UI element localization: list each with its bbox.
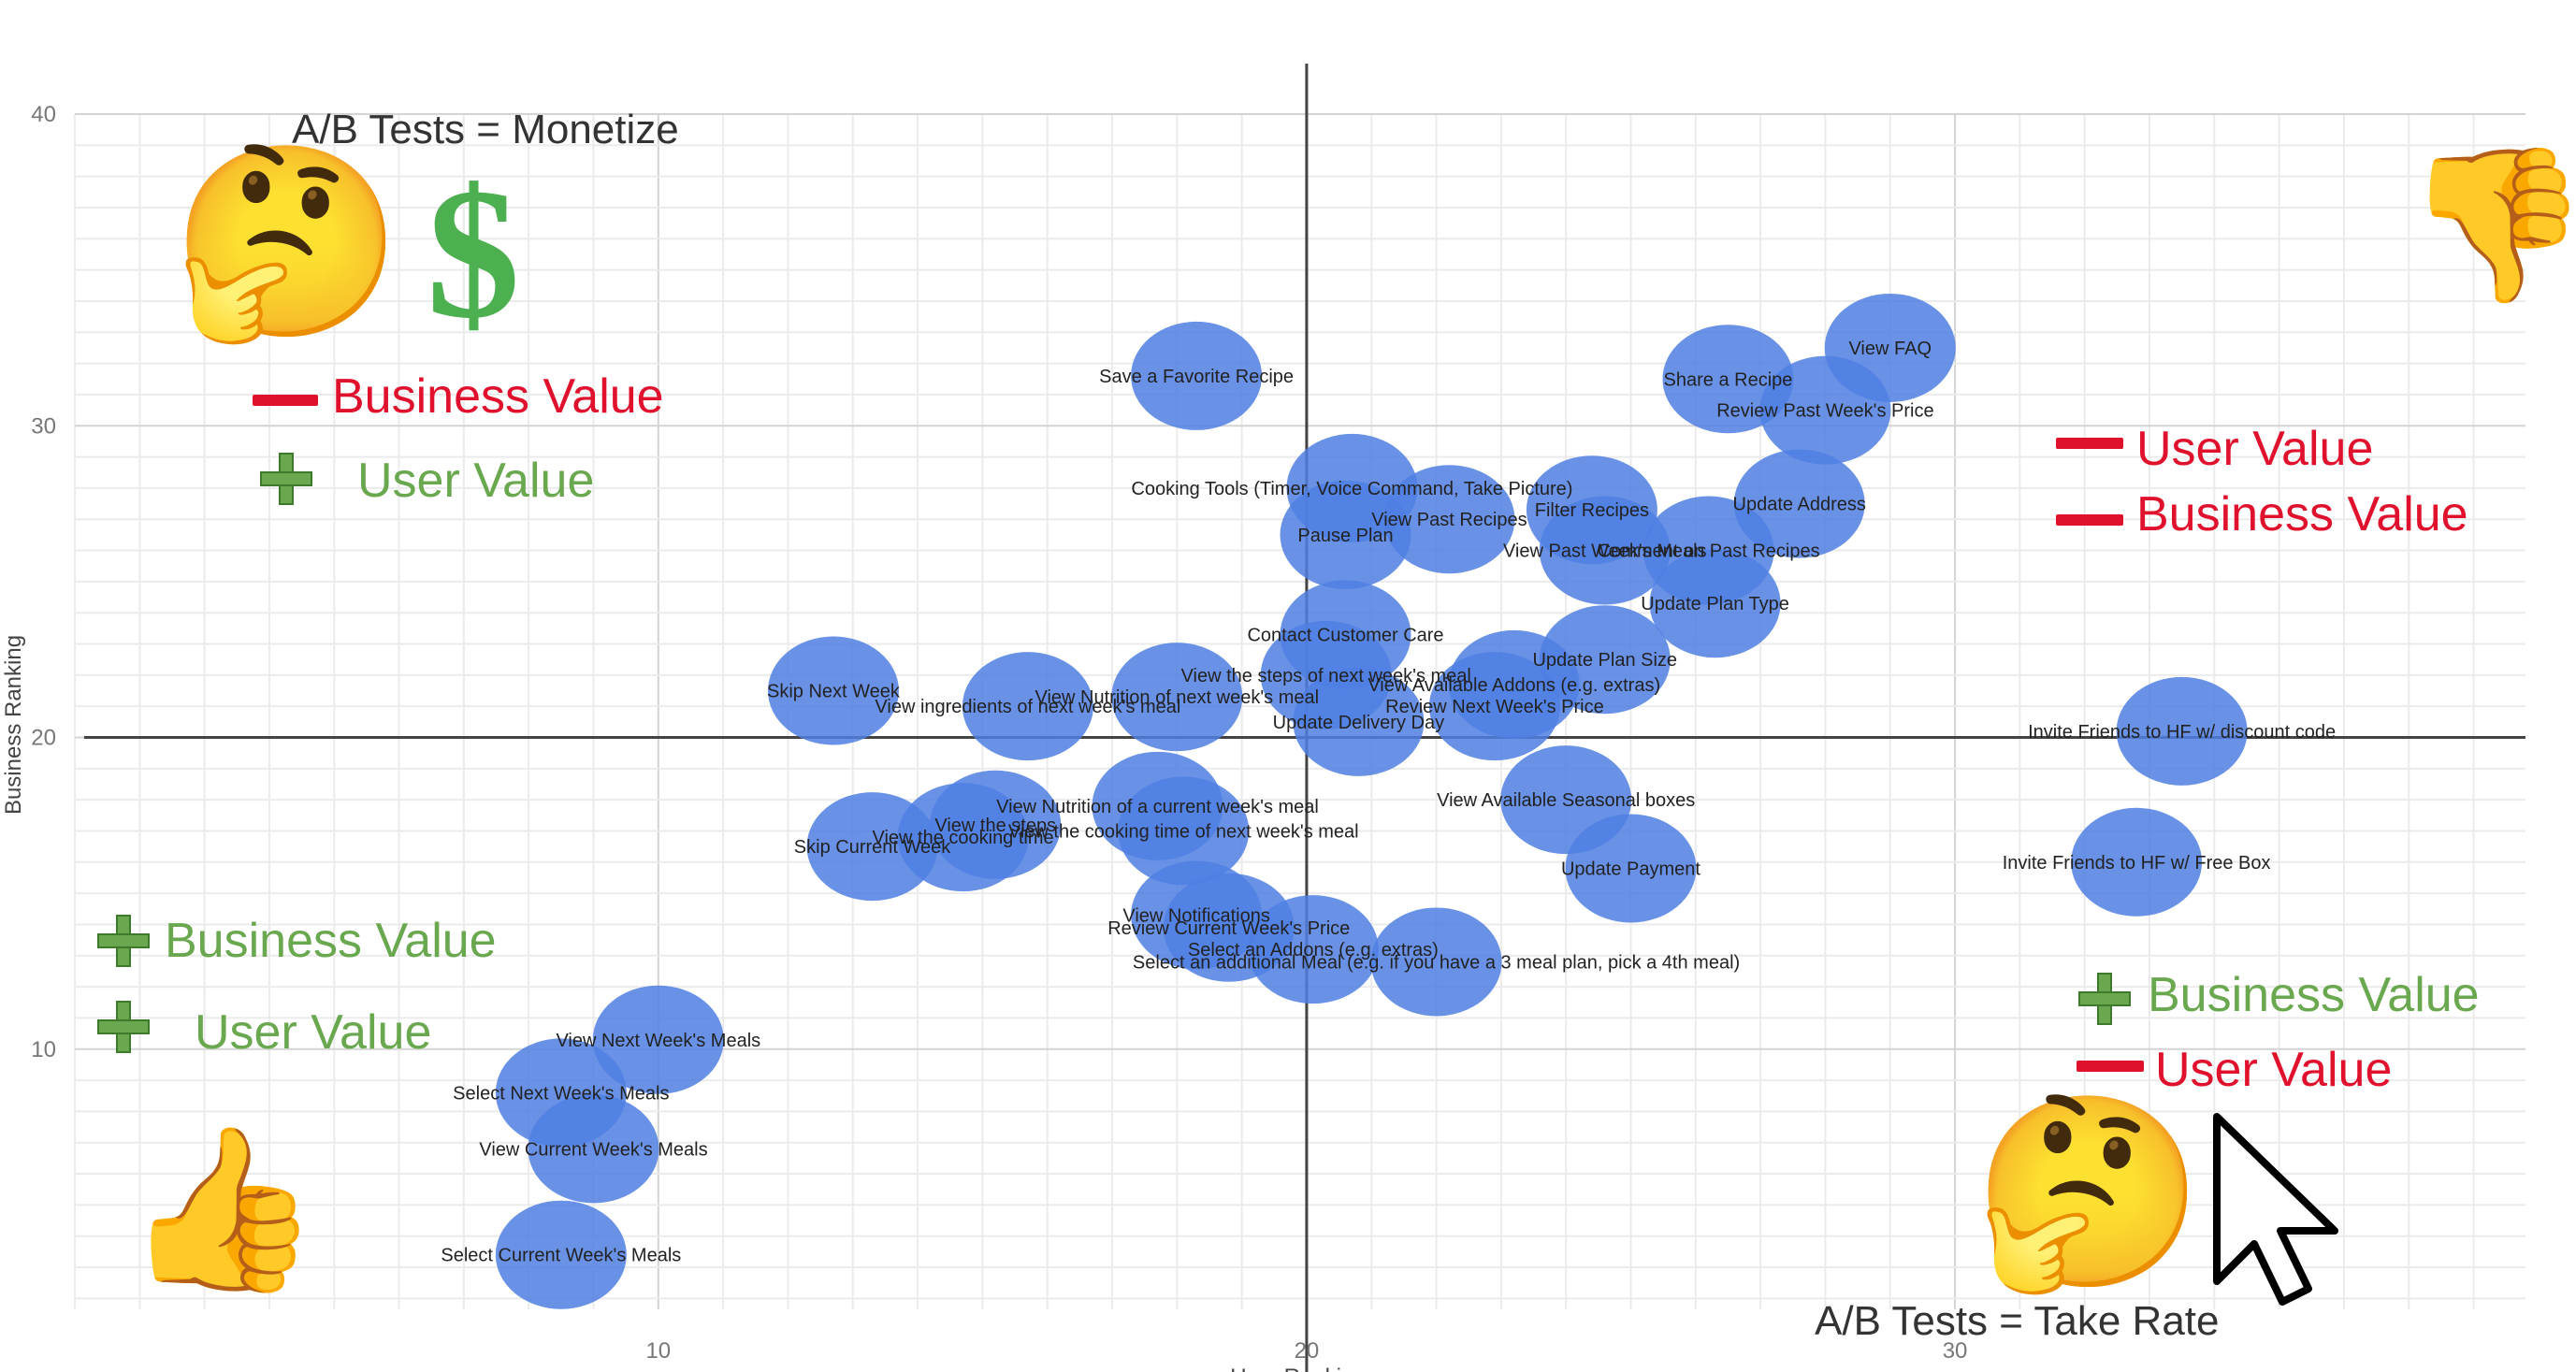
point-label: View FAQ (1848, 339, 1932, 359)
thinking-face-icon: 🤔 (170, 134, 404, 352)
point-label: Filter Recipes (1535, 500, 1649, 521)
x-tick-label: 10 (645, 1338, 671, 1364)
point-label: Save a Favorite Recipe (1099, 367, 1294, 387)
data-point (1370, 907, 1502, 1017)
y-axis-title: Business Ranking (1, 635, 26, 815)
point-label: View Nutrition of next week's meal (1035, 687, 1320, 708)
data-point (767, 636, 899, 745)
y-tick-label: 40 (31, 102, 56, 127)
minus-icon (2056, 514, 2123, 526)
data-point (1131, 321, 1263, 430)
point-labels: View FAQ Share a Recipe Review Past Week's… (441, 339, 2336, 1266)
plus-icon (97, 1001, 150, 1053)
point-label: Select Next Week's Meals (453, 1083, 669, 1104)
bottom-right-user-value: User Value (2155, 1043, 2393, 1097)
point-label: Select an Addons (e.g. extras) (1188, 940, 1439, 960)
top-right-user-value: User Value (2136, 422, 2374, 476)
bottom-right-title: A/B Tests = Take Rate (1815, 1298, 2220, 1344)
data-point (1759, 355, 1891, 465)
plus-icon (2078, 973, 2131, 1025)
data-point (1293, 667, 1425, 776)
data-point (1539, 496, 1671, 605)
y-tick-label: 20 (31, 726, 56, 751)
top-left-business-value: Business Value (332, 369, 664, 424)
bottom-left-user-value: User Value (195, 1005, 432, 1060)
minus-icon (253, 395, 318, 406)
point-label: Contact Customer Care (1247, 626, 1443, 646)
minus-icon (2056, 438, 2123, 449)
point-label: View the steps of next week's meal (1181, 666, 1471, 686)
top-right-business-value: Business Value (2136, 487, 2468, 542)
data-point (1111, 643, 1243, 752)
top-left-title: A/B Tests = Monetize (292, 107, 679, 152)
x-axis-title: User Ranking (1230, 1365, 1366, 1372)
data-point (1118, 776, 1250, 886)
arrow-cursor-icon (2213, 1113, 2338, 1306)
thinking-face-icon: 🤔 (1972, 1084, 2206, 1302)
data-point (1649, 549, 1781, 658)
point-label: Review Next Week's Price (1385, 697, 1604, 717)
y-tick-label: 10 (31, 1037, 56, 1062)
axis-ticks: 10 20 30 40 10 20 30 (31, 102, 1967, 1364)
point-label: Update Plan Type (1641, 594, 1789, 614)
data-point (528, 1094, 659, 1204)
bottom-right-business-value: Business Value (2148, 968, 2480, 1022)
point-label: Cooking Tools (Timer, Voice Command, Tak… (1131, 479, 1572, 499)
data-point (1280, 480, 1411, 589)
bottom-left-business-value: Business Value (165, 914, 497, 968)
point-label: View the cooking time (872, 828, 1053, 848)
point-label: View Past Recipes (1371, 510, 1527, 530)
point-label: View Available Seasonal boxes (1437, 790, 1695, 811)
point-label: Comment on Past Recipes (1598, 542, 1820, 562)
point-label: Skip Next Week (767, 682, 901, 702)
data-point (1247, 895, 1379, 1004)
minus-icon (2077, 1061, 2144, 1072)
point-label: Invite Friends to HF w/ Free Box (2003, 853, 2271, 874)
data-point (1383, 465, 1515, 574)
point-label: Update Payment (1561, 859, 1700, 879)
point-label: Review Past Week's Price (1716, 401, 1933, 422)
point-label: Pause Plan (1297, 526, 1393, 546)
data-point (1565, 814, 1697, 923)
thumbs-down-icon: 👎 (2404, 137, 2576, 311)
data-point (962, 652, 1093, 761)
point-label: View the steps (934, 816, 1056, 836)
data-point (2116, 676, 2248, 786)
x-tick-label: 20 (1295, 1338, 1320, 1364)
plus-icon (97, 915, 150, 967)
dollar-sign-icon: $ (427, 151, 520, 357)
top-left-user-value: User Value (357, 454, 595, 508)
data-point (592, 985, 724, 1094)
point-label: Share a Recipe (1664, 369, 1793, 390)
point-label: Update Address (1733, 495, 1866, 515)
x-tick-label: 30 (1943, 1338, 1968, 1364)
data-point (1428, 652, 1560, 761)
point-label: Skip Current Week (794, 837, 951, 858)
thumbs-up-icon: 👍 (123, 1117, 322, 1302)
point-label: View Notifications (1122, 905, 1269, 926)
point-label: Select Current Week's Meals (441, 1246, 681, 1266)
point-label: View Current Week's Meals (479, 1139, 707, 1160)
point-label: Update Delivery Day (1273, 713, 1444, 733)
point-label: View the cooking time of next week's mea… (1008, 821, 1359, 842)
point-label: Invite Friends to HF w/ discount code (2028, 722, 2336, 743)
point-label: Update Plan Size (1532, 650, 1677, 671)
point-label: View Nutrition of a current week's meal (996, 797, 1319, 817)
point-label: View Past Week's Meals (1503, 542, 1707, 562)
point-label: View Next Week's Meals (556, 1031, 760, 1051)
data-point (495, 1200, 627, 1309)
point-label: View Available Addons (e.g. extras) (1368, 675, 1660, 696)
data-point (2071, 807, 2203, 917)
point-label: Review Current Week's Price (1107, 918, 1350, 939)
plus-icon (260, 453, 312, 505)
point-label: View ingredients of next week's meal (875, 697, 1180, 717)
y-tick-label: 30 (31, 413, 56, 439)
data-point (806, 792, 938, 902)
data-points (495, 293, 2248, 1309)
point-label: Select an additional Meal (e.g. if you h… (1133, 952, 1740, 973)
